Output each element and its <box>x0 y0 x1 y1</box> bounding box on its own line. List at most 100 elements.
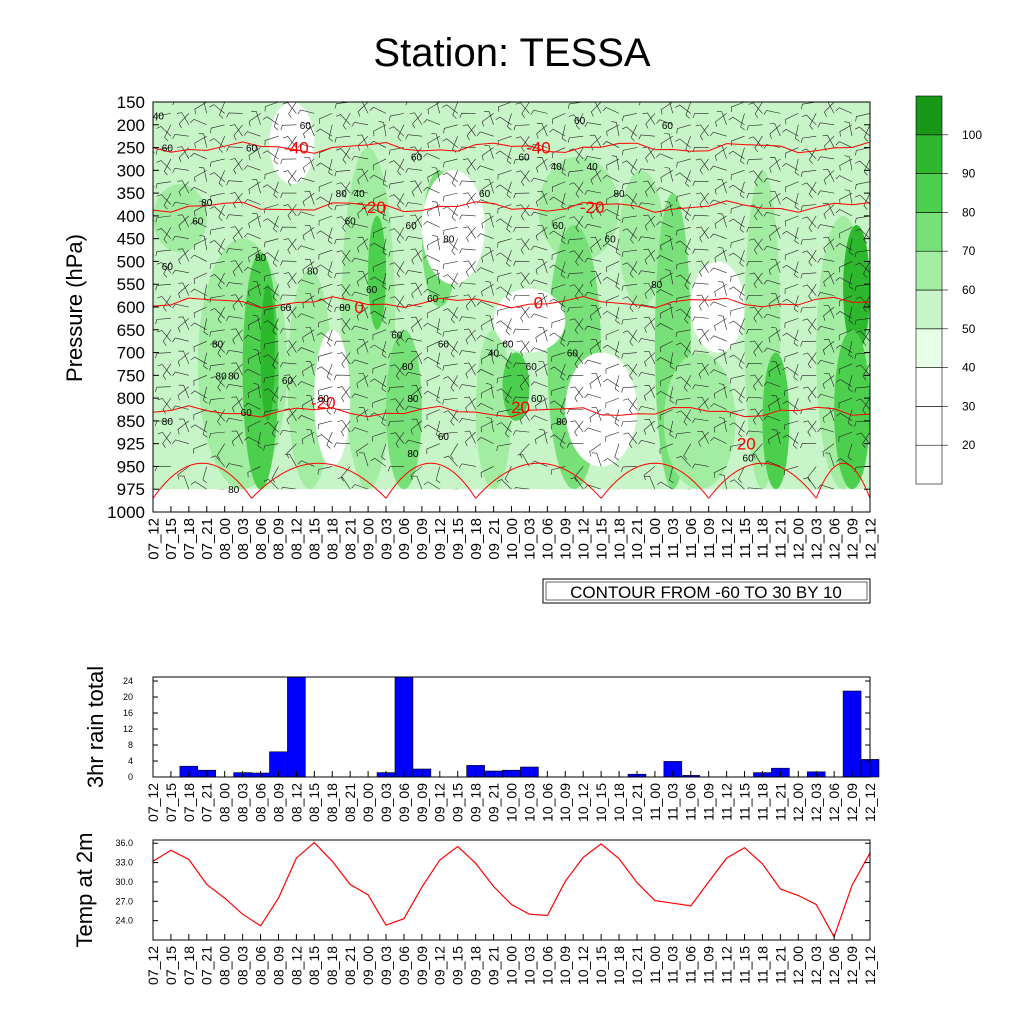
wind-barb <box>793 329 799 347</box>
wind-barb <box>405 270 422 275</box>
wind-barb <box>621 420 637 427</box>
time-tick-label: 11_09 <box>701 946 717 984</box>
wind-barb <box>459 418 476 423</box>
wind-barb <box>763 177 781 183</box>
wind-barb <box>390 398 405 410</box>
wind-barb <box>272 249 279 267</box>
wind-barb <box>304 190 315 205</box>
wind-barb <box>232 261 243 277</box>
wind-barb <box>664 133 674 148</box>
wind-barb <box>302 192 315 207</box>
rh-contour-label: 80 <box>201 198 213 209</box>
wind-barb <box>862 431 870 449</box>
wind-barb <box>264 102 279 112</box>
wind-barb <box>273 181 279 199</box>
wind-barb <box>669 352 675 370</box>
wind-barb <box>537 191 548 205</box>
wind-barb <box>341 352 351 369</box>
wind-barb <box>273 113 279 131</box>
moist-region <box>260 284 275 421</box>
wind-barb <box>622 160 638 171</box>
time-tick-label: 10_00 <box>503 946 519 985</box>
wind-barb <box>714 283 727 297</box>
wind-barb <box>443 410 458 422</box>
surface-isotherm <box>708 462 817 499</box>
pressure-tick-label: 200 <box>117 116 145 135</box>
wind-barb <box>802 250 817 262</box>
wind-barb <box>317 466 333 475</box>
wind-barb <box>387 466 404 472</box>
time-tick-label: 10_15 <box>593 518 610 560</box>
wind-barb <box>823 170 835 185</box>
wind-barb <box>316 264 333 274</box>
wind-barb <box>172 405 189 411</box>
wind-barb <box>442 431 458 439</box>
moist-region <box>502 352 530 421</box>
temp-ytick-label: 27.0 <box>115 896 133 906</box>
wind-barb <box>496 422 512 433</box>
wind-barb <box>209 240 225 251</box>
wind-barb <box>395 431 405 448</box>
wind-barb <box>591 452 602 467</box>
wind-barb <box>337 352 351 365</box>
wind-barb <box>229 124 243 137</box>
wind-barb <box>520 340 530 357</box>
wind-barb <box>537 225 548 239</box>
wind-barb <box>515 102 530 114</box>
wind-barb <box>692 282 709 288</box>
wind-barb <box>436 352 442 370</box>
wind-barb <box>146 87 153 102</box>
wind-barb <box>328 124 334 142</box>
wind-barb <box>770 293 781 308</box>
rain-ytick-label: 0 <box>128 772 133 782</box>
wind-barb <box>475 102 476 103</box>
wind-barb <box>638 102 655 106</box>
wind-barb <box>809 147 817 164</box>
wind-barb <box>753 272 763 289</box>
wind-barb <box>603 378 620 387</box>
wind-barb <box>427 204 440 217</box>
wind-barb <box>155 181 171 189</box>
legend-label: 30 <box>962 399 976 413</box>
wind-barb <box>318 215 333 226</box>
wind-barb <box>547 102 548 103</box>
wind-barb <box>521 170 530 187</box>
wind-barb <box>656 255 673 262</box>
wind-barb <box>863 158 870 176</box>
wind-barb <box>459 112 476 118</box>
wind-barb <box>530 347 548 353</box>
wind-barb <box>385 102 387 103</box>
wind-barb <box>795 124 800 142</box>
wind-barb <box>709 301 727 308</box>
rh-contour-label: 80 <box>228 371 240 382</box>
wind-barb <box>263 422 279 433</box>
wind-barb <box>746 261 763 267</box>
wind-barb <box>427 170 440 183</box>
wind-barb <box>263 272 279 282</box>
wind-barb <box>695 124 709 137</box>
wind-barb <box>802 216 817 228</box>
wind-barb <box>714 249 727 263</box>
wind-barb <box>328 193 333 210</box>
wind-barb <box>382 272 387 290</box>
wind-barb <box>549 400 566 410</box>
wind-barb <box>411 215 423 231</box>
time-tick-label: 09_03 <box>378 518 395 560</box>
rh-contour-label: 60 <box>427 294 439 305</box>
wind-barb <box>643 282 656 296</box>
rh-contour-label: 40 <box>153 112 165 123</box>
time-tick-label: 11_18 <box>755 518 772 559</box>
wind-barb <box>305 360 315 376</box>
wind-barb <box>644 475 656 490</box>
wind-barb <box>190 254 207 262</box>
rh-contour-label: 80 <box>216 371 228 382</box>
wind-barb <box>251 178 261 194</box>
wind-barb <box>770 225 781 239</box>
wind-barb <box>217 341 225 358</box>
rain-ytick-label: 4 <box>128 756 133 766</box>
wind-barb <box>451 204 458 222</box>
wind-barb <box>497 102 512 112</box>
wind-barb <box>780 102 781 103</box>
wind-barb <box>351 189 369 195</box>
time-tick-label: 11_09 <box>701 783 717 821</box>
